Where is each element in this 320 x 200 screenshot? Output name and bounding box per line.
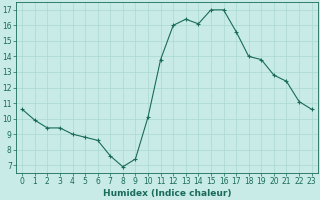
X-axis label: Humidex (Indice chaleur): Humidex (Indice chaleur) [103,189,231,198]
